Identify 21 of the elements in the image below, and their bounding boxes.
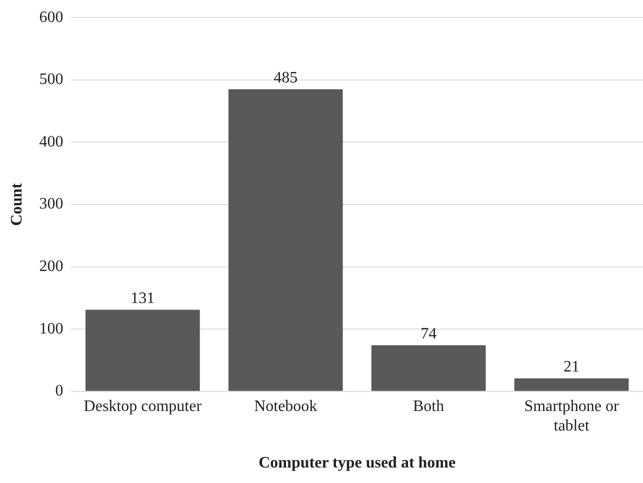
x-tick-label: Notebook [254,398,318,416]
y-tick-label: 300 [39,196,64,213]
data-label: 21 [564,358,580,376]
y-axis-title: Count [8,182,26,226]
bar [228,89,343,391]
y-tick-label: 200 [39,258,64,276]
data-label: 485 [274,69,298,86]
x-tick-label: Both [413,398,444,416]
bar [514,378,629,391]
x-tick-label: Desktop computer [84,398,202,416]
y-tick-label: 100 [39,320,64,338]
data-label: 131 [130,290,155,307]
y-tick-label: 0 [55,382,64,400]
data-label: 74 [420,326,437,342]
y-tick-label: 600 [39,8,64,26]
bar [371,345,486,391]
y-tick-label: 500 [39,71,64,88]
bar [85,310,200,391]
x-tick-label: Smartphone or tablet [524,398,620,434]
x-axis-title: Computer type used at home [258,454,456,472]
y-tick-label: 400 [39,133,64,150]
